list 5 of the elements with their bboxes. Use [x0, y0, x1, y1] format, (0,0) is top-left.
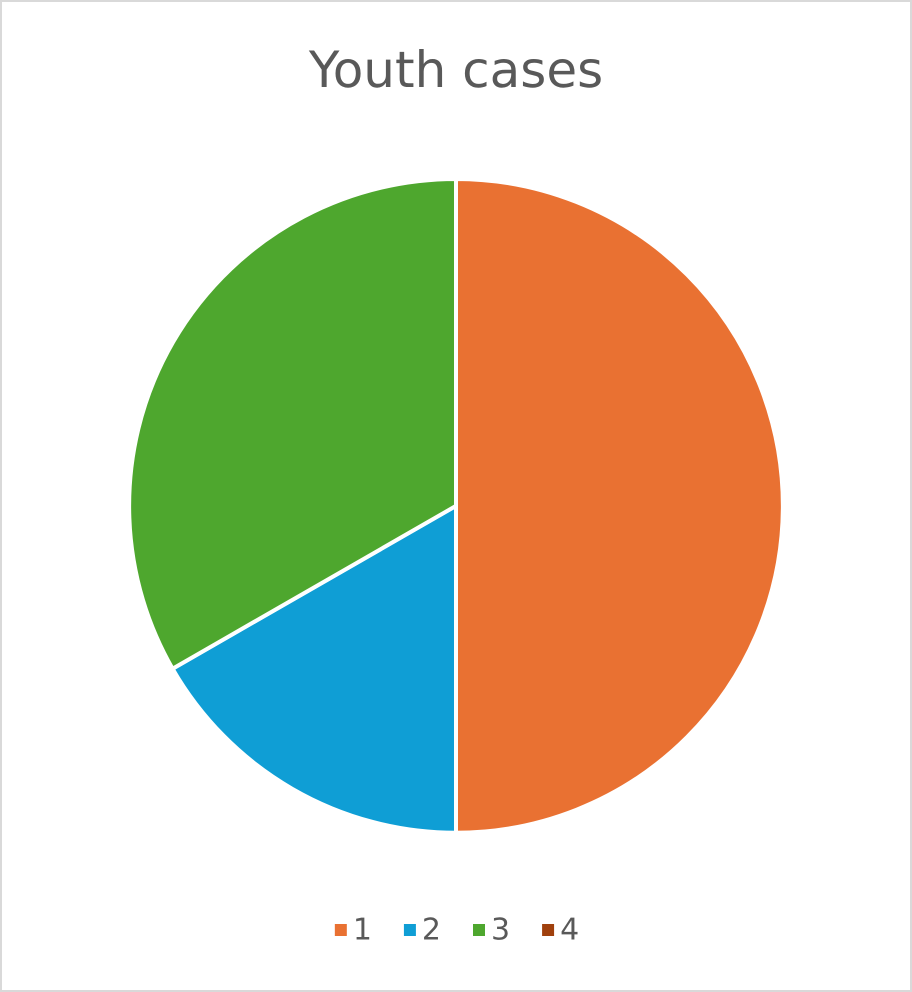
legend-label: 1	[352, 912, 372, 948]
legend-label: 4	[560, 912, 580, 948]
legend-label: 2	[422, 912, 442, 948]
chart-title: Youth cases	[308, 41, 604, 99]
legend-label: 3	[491, 912, 510, 948]
